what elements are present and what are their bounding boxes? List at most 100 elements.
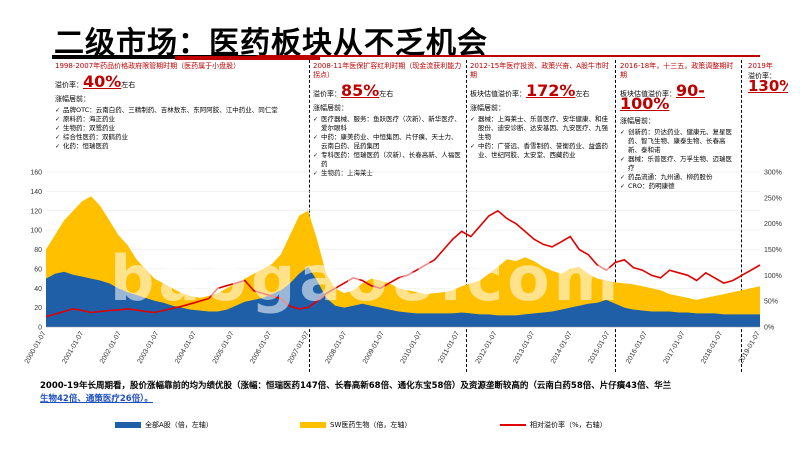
period-head: 1998-2007年药品价格政府限管期时期（医药属于小盘股） [55, 62, 241, 70]
period-list: 创新药：贝达药业、健康元、复星医药、智飞生物、康泰生物、长春高新、泰和诺 器械：… [620, 128, 735, 191]
x-tick-label: 2000-01-07 [24, 330, 48, 365]
y-tick-label-left: 20 [34, 305, 42, 312]
line-relative-premium [45, 209, 761, 318]
period-value-row: 溢价率：85%左右 [313, 83, 463, 99]
period-box-3: 2012-15年医疗投资、政策兴奋、A股牛市时期 板块估值溢价率：172%左右 … [470, 62, 610, 192]
legend-swatch-blue [115, 422, 141, 428]
y-tick-label-right: 100% [764, 273, 782, 280]
list-item: 品牌OTC：云南白药、三精制药、吉林敖东、东阿阿胶、江中药业、同仁堂 [55, 106, 305, 115]
period-value-suffix: 左右 [379, 90, 394, 98]
y-tick-label-left: 120 [30, 208, 42, 215]
period-value-label: 溢价率： [313, 90, 341, 98]
y-tick-label-left: 140 [30, 189, 42, 196]
legend-label: 相对溢价率（%，右轴） [530, 421, 607, 429]
period-box-5: 2019年 溢价率：130% [748, 62, 788, 142]
list-item: 中药：广誉远、香雪制药、誉衡药业、益盛药业、世纪阿胶、太安堂、西藏药业 [470, 142, 610, 160]
x-axis: 2000-01-07 2001-01-07 2002-01-07 2003-01-07… [24, 326, 762, 365]
period-box-2: 2008-11年医保扩容红利时期（现金流获利能力拐点） 溢价率：85%左右 涨幅… [313, 62, 463, 192]
x-tick-label: 2004-01-07 [174, 330, 198, 365]
x-tick-label: 2017-01-07 [663, 330, 687, 365]
y-tick-label-left: 100 [30, 228, 42, 235]
x-tick-label: 2014-01-07 [550, 330, 574, 365]
y-tick-label-right: 300% [764, 170, 782, 177]
period-head: 2008-11年医保扩容红利时期（现金流获利能力拐点） [313, 62, 462, 79]
x-tick-label: 2019-01-07 [738, 330, 762, 365]
period-value-suffix: 左右 [575, 90, 590, 98]
y-tick-label-left: 80 [34, 247, 42, 254]
period-value: 172% [526, 81, 576, 100]
list-item: 医疗器械、服务：鱼跃医疗（次新）、新华医疗、爱尔眼科 [313, 115, 463, 133]
legend-label: 全部A股（倍，左轴） [145, 421, 213, 429]
period-box-1: 1998-2007年药品价格政府限管期时期（医药属于小盘股） 溢价率：40%左右… [55, 62, 305, 172]
period-value: 90-100% [620, 81, 705, 113]
period-list: 器械：上海莱士、乐普医疗、安华健康、和佳股份、迪安诊断、达安基因、九安医疗、九强… [470, 115, 610, 160]
period-head: 2012-15年医疗投资、政策兴奋、A股牛市时期 [470, 62, 610, 79]
x-tick-label: 2008-01-07 [324, 330, 348, 365]
period-value-row: 溢价率：130% [748, 71, 788, 94]
list-item: 专科医药：恒瑞医药（次新）、长春高新、人福医药 [313, 151, 463, 169]
period-value: 40% [83, 72, 122, 91]
period-sub: 涨幅居前： [313, 104, 348, 112]
list-item: 生物药：上海莱士 [313, 169, 463, 178]
y-tick-label-right: 250% [764, 195, 782, 202]
x-tick-label: 2012-01-07 [475, 330, 499, 365]
period-sub: 涨幅居前： [55, 95, 90, 103]
period-value-row: 板块估值溢价率：172%左右 [470, 83, 610, 99]
period-value: 130% [748, 77, 788, 95]
x-tick-label: 2015-01-07 [587, 330, 611, 365]
period-value-label: 板块估值溢价率： [470, 90, 526, 98]
list-item: 中药：康美药业、中恒集团、片仔癀、天士力、云南白药、昆药集团 [313, 133, 463, 151]
legend-item-b: SW医药生物（倍，左轴） [300, 420, 411, 430]
period-value-row: 板块估值溢价率：90-100% [620, 83, 735, 112]
period-head: 2019年 [748, 62, 773, 70]
list-item: 创新药：贝达药业、健康元、复星医药、智飞生物、康泰生物、长春高新、泰和诺 [620, 128, 735, 155]
x-tick-label: 2005-01-07 [212, 330, 236, 365]
period-divider-3 [615, 60, 616, 372]
y-tick-label-left: 0 [38, 325, 42, 332]
period-list: 品牌OTC：云南白药、三精制药、吉林敖东、东阿阿胶、江中药业、同仁堂 原料药：海… [55, 106, 305, 151]
x-tick-label: 2007-01-07 [287, 330, 311, 365]
list-item: 原料药：海正药业 [55, 115, 305, 124]
list-item: 药品流通：九州通、柳药股份 [620, 173, 735, 182]
area-all-a-shares [46, 266, 760, 327]
x-tick-label: 2013-01-07 [512, 330, 536, 365]
y-axis-right: 0% 50% 100% 150% 200% 250% 300% [764, 170, 782, 332]
legend-item-c: 相对溢价率（%，右轴） [500, 420, 607, 430]
list-item: CRO：药明康德 [620, 182, 735, 191]
period-sub: 涨幅居前： [470, 104, 505, 112]
y-tick-label-right: 50% [764, 299, 778, 306]
title-underline-red [257, 55, 760, 57]
watermark: baogao8.com [110, 242, 623, 315]
y-tick-label-right: 150% [764, 247, 782, 254]
footnote-text: 2000-19年长周期看，股价涨幅靠前的均为绩优股（涨幅：恒瑞医药147倍、长春… [40, 381, 672, 391]
period-box-4: 2016-18年，十三五，政策调整期时期 板块估值溢价率：90-100% 涨幅居… [620, 62, 735, 222]
list-item: 器械：乐普医疗、万孚生物、迈瑞医疗 [620, 155, 735, 173]
x-tick-label: 2018-01-07 [700, 330, 724, 365]
title-underline-thick [175, 56, 320, 60]
period-value-label: 溢价率： [748, 72, 776, 80]
list-item: 综合性医药：双鹤药业 [55, 133, 305, 142]
x-tick-label: 2016-01-07 [625, 330, 649, 365]
list-item: 化药：恒瑞医药 [55, 142, 305, 151]
period-value-row: 溢价率：40%左右 [55, 74, 305, 90]
chart-series [45, 196, 761, 327]
period-value-label: 溢价率： [55, 81, 83, 89]
y-axis-left: 0 20 40 60 80 100 120 140 160 [30, 170, 42, 332]
y-tick-label-right: 0% [764, 325, 774, 332]
title-underline-black [52, 55, 257, 59]
y-tick-label-left: 160 [30, 170, 42, 177]
x-tick-label: 2001-01-07 [61, 330, 85, 365]
list-item: 器械：上海莱士、乐普医疗、安华健康、和佳股份、迪安诊断、达安基因、九安医疗、九强… [470, 115, 610, 142]
area-sw-pharma [46, 196, 760, 327]
period-divider-2 [466, 60, 467, 372]
legend-label: SW医药生物（倍，左轴） [330, 421, 412, 429]
x-tick-label: 2006-01-07 [249, 330, 273, 365]
footnote-link[interactable]: 生物42倍、通策医疗26倍）。 [40, 394, 153, 404]
list-item: 生物药：双鹭药业 [55, 124, 305, 133]
x-tick-label: 2011-01-07 [437, 330, 461, 364]
footnote: 2000-19年长周期看，股价涨幅靠前的均为绩优股（涨幅：恒瑞医药147倍、长春… [40, 380, 760, 406]
x-tick-label: 2009-01-07 [362, 330, 386, 365]
x-tick-label: 2003-01-07 [137, 330, 161, 365]
period-sub: 涨幅居前： [620, 117, 655, 125]
